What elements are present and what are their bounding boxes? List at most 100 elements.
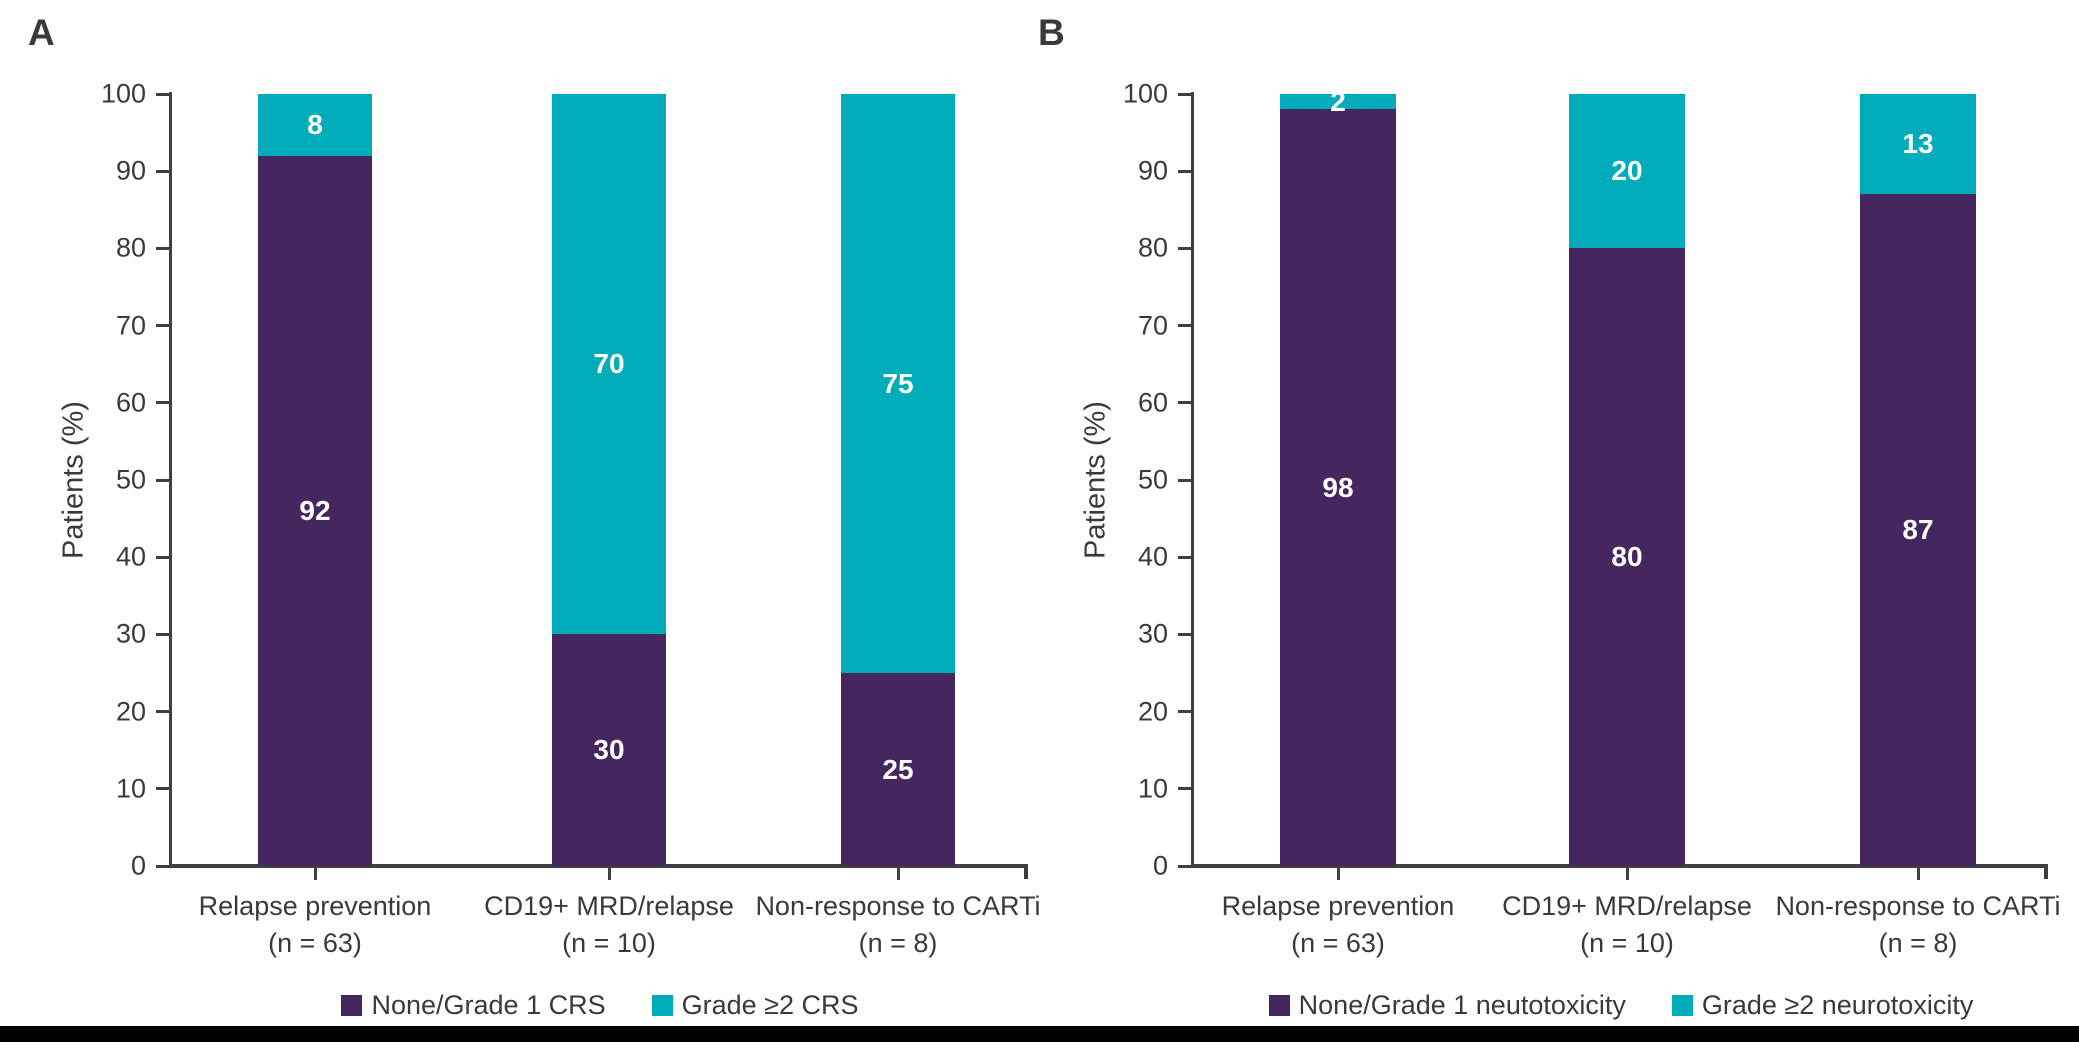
y-axis-tick-label: 20 — [1137, 696, 1168, 727]
y-axis-tick-label: 30 — [115, 618, 146, 649]
bar-segment-none-grade-1-crs — [552, 634, 666, 866]
legend-label: None/Grade 1 neutotoxicity — [1298, 989, 1626, 1020]
y-axis-tick-label: 0 — [130, 850, 146, 881]
y-axis-tick-label: 0 — [1152, 850, 1168, 881]
panel-a-legend: None/Grade 1 CRS Grade ≥2 CRS — [172, 984, 1028, 1026]
legend-item: Grade ≥2 CRS — [651, 989, 859, 1021]
bar-value-label: 70 — [593, 348, 625, 380]
y-axis-tick — [156, 864, 169, 868]
y-axis-tick — [1178, 710, 1191, 714]
bar-value-label: 25 — [882, 753, 914, 785]
legend-label: Grade ≥2 CRS — [681, 989, 859, 1020]
x-axis-end-cap — [2044, 864, 2048, 879]
y-axis-line — [1191, 92, 1194, 868]
y-axis-tick — [156, 555, 169, 559]
y-axis-tick-label: 40 — [115, 541, 146, 572]
y-axis-tick — [156, 632, 169, 636]
y-axis-tick — [156, 710, 169, 714]
legend-item: Grade ≥2 neurotoxicity — [1671, 989, 1974, 1021]
category-label-n: (n = 10) — [1580, 928, 1674, 958]
y-axis-tick-label: 60 — [1137, 387, 1168, 418]
bar-value-label: 8 — [307, 108, 323, 140]
y-axis-tick — [156, 478, 169, 482]
y-axis-tick — [1178, 555, 1191, 559]
bar-value-label: 80 — [1611, 541, 1643, 573]
category-label-n: (n = 10) — [562, 928, 656, 958]
y-axis-tick-label: 50 — [1137, 464, 1168, 495]
y-axis-tick-label: 70 — [115, 310, 146, 341]
y-axis-tick — [1178, 246, 1191, 250]
x-axis-line — [1191, 864, 2048, 868]
y-axis-tick — [156, 324, 169, 328]
category-label: Relapse prevention (n = 63) — [1222, 888, 1455, 962]
category-label: Non-response to CARTi (n = 8) — [1775, 888, 2060, 962]
category-label-n: (n = 63) — [1291, 928, 1385, 958]
bar-value-label: 30 — [593, 734, 625, 766]
y-axis-tick — [1178, 401, 1191, 405]
y-axis-tick — [1178, 478, 1191, 482]
y-axis-tick — [156, 246, 169, 250]
x-axis-tick — [1625, 868, 1629, 880]
bar-segment-none-grade-1-crs — [841, 673, 955, 866]
bar-value-label: 2 — [1330, 85, 1346, 117]
bar-segment-none-grade-1-neutotoxicity — [1569, 248, 1685, 866]
category-label-n: (n = 63) — [268, 928, 362, 958]
legend-swatch — [341, 994, 363, 1016]
y-axis-tick-label: 30 — [1137, 618, 1168, 649]
y-axis-tick-label: 90 — [115, 155, 146, 186]
footer-black-bar — [0, 1026, 2079, 1042]
category-label: CD19+ MRD/relapse (n = 10) — [484, 888, 734, 962]
category-label-name: Relapse prevention — [198, 891, 432, 921]
bar-value-label: 87 — [1902, 514, 1934, 546]
legend-item: None/Grade 1 neutotoxicity — [1268, 989, 1626, 1021]
bar-value-label: 98 — [1322, 471, 1354, 503]
bar-value-label: 20 — [1611, 155, 1643, 187]
panel-b-label: B — [1038, 12, 1065, 53]
category-label-name: Non-response to CARTi — [1775, 891, 2061, 921]
bar-segment-none-grade-1-neutotoxicity — [1280, 109, 1396, 866]
y-axis-tick — [1178, 864, 1191, 868]
y-axis-tick — [1178, 92, 1191, 96]
legend-swatch — [1268, 994, 1290, 1016]
bar-segment-none-grade-1-neutotoxicity — [1860, 194, 1976, 866]
y-axis-tick-label: 70 — [1137, 310, 1168, 341]
y-axis-tick-label: 50 — [115, 464, 146, 495]
y-axis-tick — [156, 787, 169, 791]
bar-segment-grade-2-crs — [552, 94, 666, 635]
y-axis-tick — [1178, 787, 1191, 791]
y-axis-tick — [156, 401, 169, 405]
bar-segment-grade-2-crs — [841, 94, 955, 673]
y-axis-tick-label: 10 — [115, 773, 146, 804]
legend-label: None/Grade 1 CRS — [371, 989, 606, 1020]
panel-b-legend: None/Grade 1 neutotoxicity Grade ≥2 neuro… — [1194, 984, 2048, 1026]
x-axis-line — [169, 864, 1028, 868]
y-axis-tick-label: 90 — [1137, 155, 1168, 186]
category-label: Relapse prevention (n = 63) — [199, 888, 432, 962]
panel-a-label: A — [28, 12, 55, 53]
y-axis-tick — [1178, 632, 1191, 636]
y-axis-tick-label: 100 — [100, 78, 146, 109]
bar-value-label: 92 — [299, 494, 331, 526]
y-axis-tick-label: 20 — [115, 696, 146, 727]
legend-label: Grade ≥2 neurotoxicity — [1701, 989, 1974, 1020]
x-axis-tick — [1336, 868, 1340, 880]
category-label-n: (n = 8) — [858, 928, 938, 958]
category-label-name: Non-response to CARTi — [755, 891, 1041, 921]
category-label-name: Relapse prevention — [1221, 891, 1455, 921]
bar-segment-none-grade-1-crs — [258, 155, 372, 866]
bar-segment-grade-2-neurotoxicity — [1569, 94, 1685, 249]
category-label: CD19+ MRD/relapse (n = 10) — [1502, 888, 1752, 962]
y-axis-tick-label: 80 — [115, 232, 146, 263]
y-axis-tick-label: 10 — [1137, 773, 1168, 804]
legend-item: None/Grade 1 CRS — [341, 989, 606, 1021]
x-axis-tick — [313, 868, 317, 880]
y-axis-line — [169, 92, 172, 868]
category-label-name: CD19+ MRD/relapse — [484, 891, 734, 921]
x-axis-tick — [896, 868, 900, 880]
y-axis-tick — [156, 92, 169, 96]
y-axis-tick-label: 80 — [1137, 232, 1168, 263]
bar-value-label: 75 — [882, 367, 914, 399]
legend-swatch — [651, 994, 673, 1016]
y-axis-tick-label: 100 — [1122, 78, 1168, 109]
